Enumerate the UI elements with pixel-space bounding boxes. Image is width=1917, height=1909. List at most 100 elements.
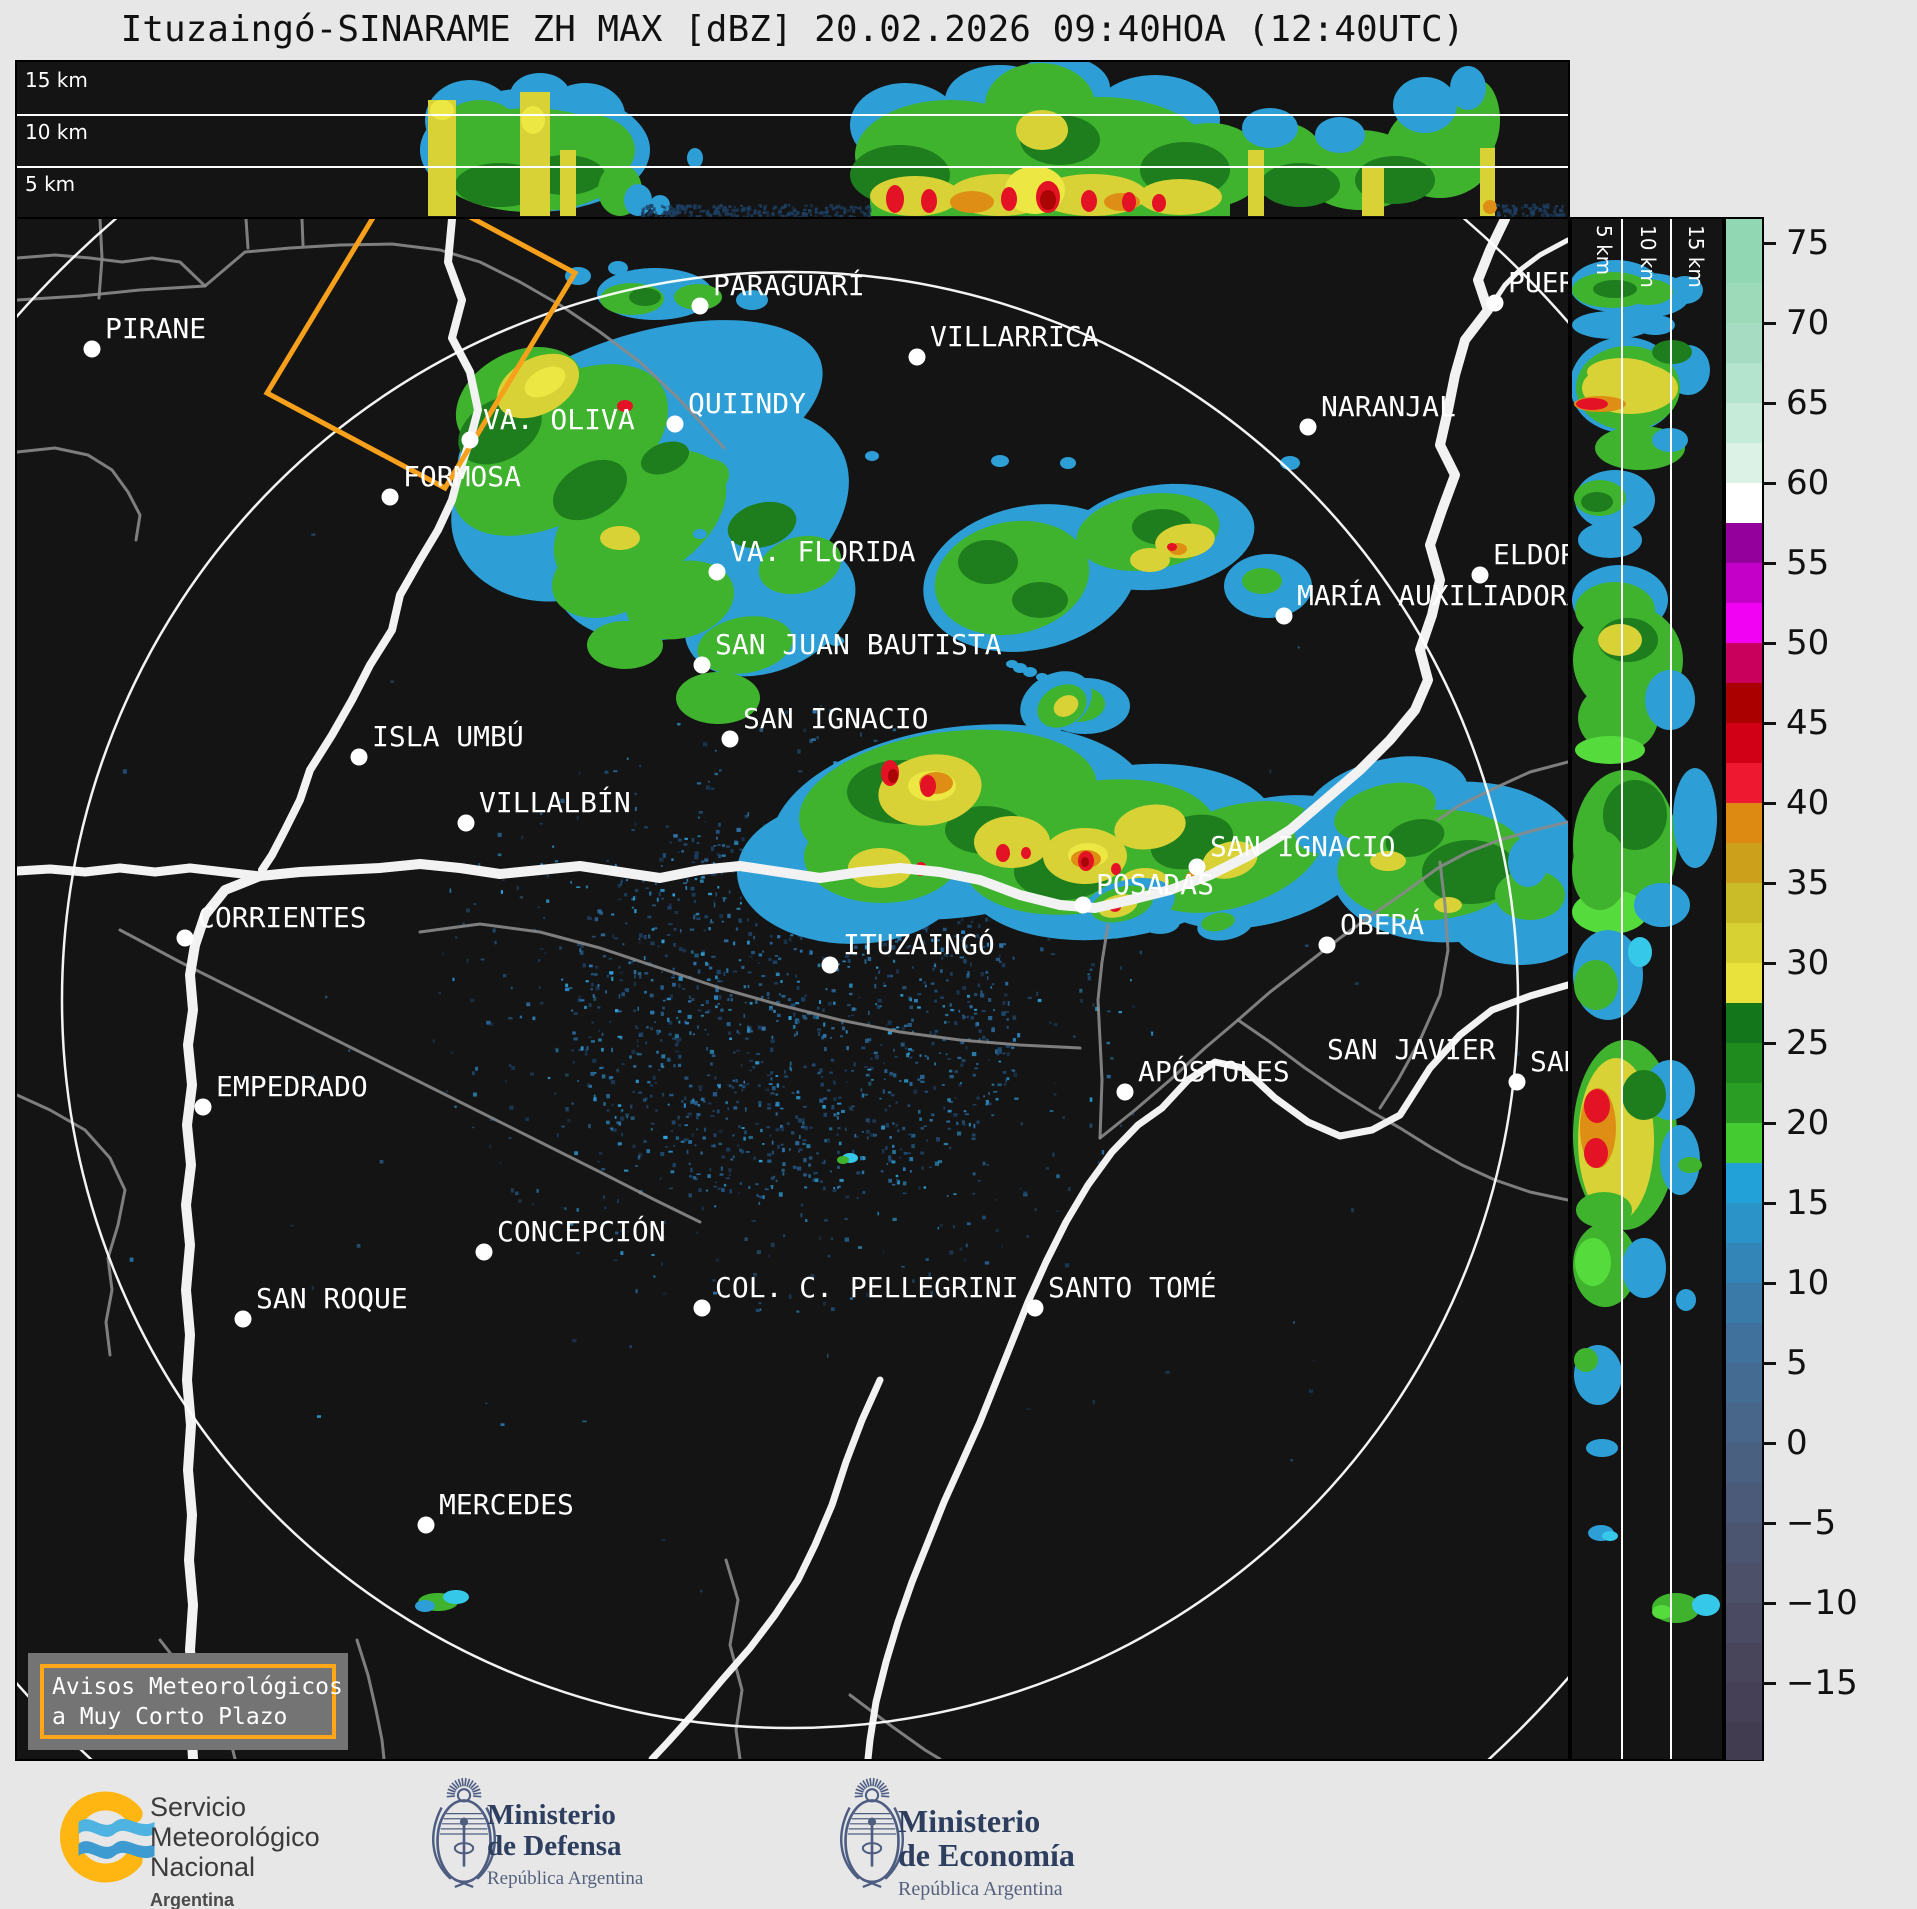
clutter-speckle xyxy=(793,948,797,951)
clutter-speckle xyxy=(991,1083,995,1086)
colorbar-tick xyxy=(1762,962,1776,965)
clutter-speckle xyxy=(645,1041,648,1045)
clutter-speckle xyxy=(634,822,637,827)
colorbar-segment xyxy=(1726,563,1762,604)
clutter-speckle xyxy=(911,966,914,969)
city-label: NARANJAL xyxy=(1321,390,1456,423)
clutter-speckle xyxy=(820,1180,823,1183)
clutter-speckle xyxy=(610,1127,614,1131)
height-axis-label: 5 km xyxy=(25,172,76,196)
clutter-speckle xyxy=(709,921,714,924)
clutter-speckle xyxy=(675,1136,680,1140)
clutter-speckle xyxy=(897,936,902,941)
clutter-speckle xyxy=(612,1128,617,1132)
clutter-speckle xyxy=(717,1083,721,1087)
clutter-speckle xyxy=(661,212,664,216)
page-title: Ituzaingó-SINARAME ZH MAX [dBZ] 20.02.20… xyxy=(120,9,1465,50)
clutter-speckle xyxy=(650,1010,655,1015)
clutter-speckle xyxy=(642,214,646,217)
clutter-speckle xyxy=(909,1081,913,1087)
clutter-speckle xyxy=(510,986,513,990)
clutter-speckle xyxy=(860,1046,866,1050)
clutter-speckle xyxy=(576,815,579,820)
city-label: MERCEDES xyxy=(439,1488,574,1521)
radar-echo xyxy=(828,636,844,646)
clutter-speckle xyxy=(671,976,675,979)
clutter-speckle xyxy=(793,1012,796,1017)
clutter-speckle xyxy=(850,206,854,210)
clutter-speckle xyxy=(1522,212,1525,215)
clutter-speckle xyxy=(704,858,709,862)
clutter-speckle xyxy=(761,975,766,978)
clutter-speckle xyxy=(858,996,861,999)
clutter-speckle xyxy=(967,1000,971,1004)
clutter-speckle xyxy=(956,990,960,995)
clutter-speckle xyxy=(926,1010,929,1013)
clutter-speckle xyxy=(700,860,705,864)
clutter-speckle xyxy=(810,1274,815,1279)
clutter-speckle xyxy=(1002,1001,1006,1005)
clutter-speckle xyxy=(769,1047,774,1053)
clutter-speckle xyxy=(628,961,631,965)
city-dot xyxy=(666,415,684,433)
clutter-speckle xyxy=(588,964,593,968)
clutter-speckle xyxy=(694,877,698,881)
clutter-speckle xyxy=(837,215,842,217)
clutter-speckle xyxy=(769,934,773,938)
clutter-speckle xyxy=(918,1186,921,1190)
clutter-speckle xyxy=(516,885,519,891)
clutter-speckle xyxy=(570,880,572,884)
clutter-speckle xyxy=(860,1156,864,1161)
clutter-speckle xyxy=(742,215,746,217)
clutter-speckle xyxy=(778,213,782,217)
arms-sun-ray xyxy=(461,1778,464,1787)
clutter-speckle xyxy=(717,1016,723,1021)
clutter-speckle xyxy=(976,1120,980,1124)
clutter-speckle xyxy=(866,1073,870,1077)
clutter-speckle xyxy=(676,1039,680,1044)
radar-echo xyxy=(1634,883,1690,927)
clutter-speckle xyxy=(585,980,589,983)
clutter-speckle xyxy=(788,1016,792,1020)
clutter-speckle xyxy=(1496,214,1499,217)
arms-sun-ray xyxy=(877,1782,885,1790)
clutter-speckle xyxy=(786,1122,790,1125)
clutter-speckle xyxy=(758,214,763,217)
clutter-speckle xyxy=(1106,1041,1110,1045)
clutter-speckle xyxy=(823,1159,826,1163)
clutter-speckle xyxy=(712,1110,716,1113)
clutter-speckle xyxy=(769,1005,773,1011)
arms-cap xyxy=(867,1817,877,1826)
clutter-speckle xyxy=(867,1021,871,1025)
clutter-speckle xyxy=(979,993,985,998)
clutter-speckle xyxy=(573,1012,578,1016)
clutter-speckle xyxy=(619,1110,623,1113)
clutter-speckle xyxy=(713,899,716,904)
clutter-speckle xyxy=(311,1285,314,1291)
clutter-speckle xyxy=(910,1170,912,1173)
clutter-speckle xyxy=(746,215,749,217)
clutter-speckle xyxy=(711,1054,716,1058)
clutter-speckle xyxy=(645,887,650,890)
clutter-speckle xyxy=(1546,203,1550,206)
clutter-speckle xyxy=(793,213,798,217)
clutter-speckle xyxy=(715,988,719,993)
clutter-speckle xyxy=(768,1083,773,1085)
clutter-speckle xyxy=(642,206,647,210)
clutter-speckle xyxy=(829,1071,833,1074)
clutter-speckle xyxy=(686,878,689,883)
range-ring xyxy=(60,270,1520,1730)
clutter-speckle xyxy=(862,211,865,214)
clutter-speckle xyxy=(499,1161,502,1165)
clutter-speckle xyxy=(758,1159,763,1163)
clutter-speckle xyxy=(666,997,672,1001)
clutter-speckle xyxy=(122,769,127,774)
clutter-speckle xyxy=(664,215,667,217)
clutter-speckle xyxy=(971,1137,976,1140)
colorbar-segment xyxy=(1726,763,1762,804)
clutter-speckle xyxy=(1092,1002,1095,1007)
avisos-warning-box[interactable]: Avisos Meteorológicos a Muy Corto Plazo xyxy=(28,1653,348,1750)
clutter-speckle xyxy=(672,893,676,897)
radar-echo xyxy=(1248,150,1264,216)
clutter-speckle xyxy=(848,215,853,217)
